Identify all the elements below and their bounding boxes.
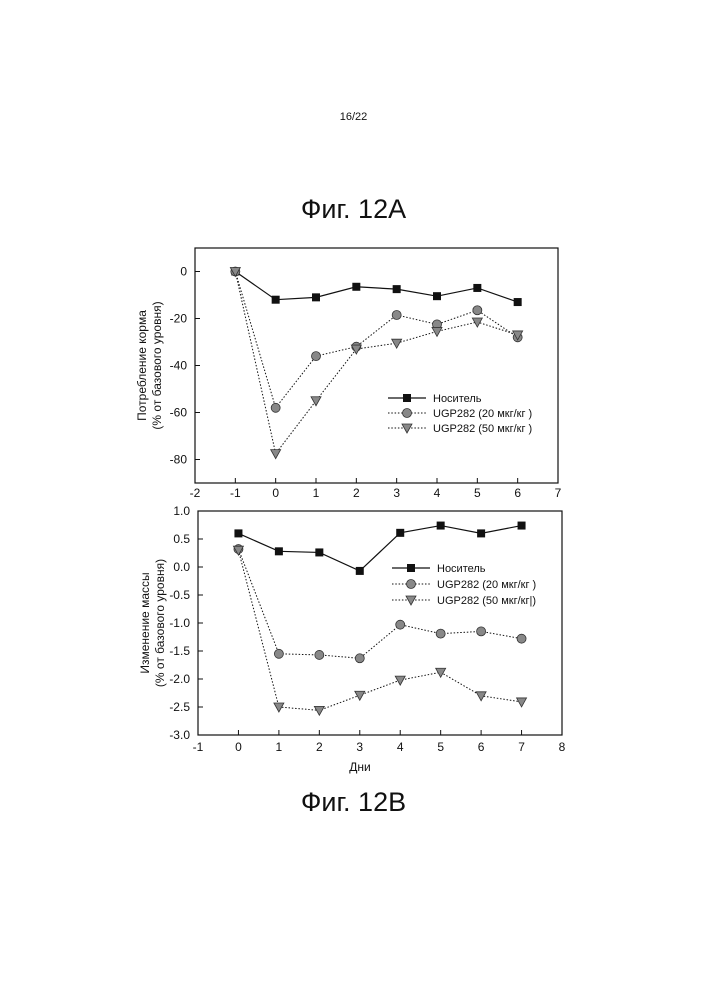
y-tick-label: -40: [170, 359, 188, 373]
legend-marker: [403, 409, 412, 418]
x-tick-label: 8: [559, 740, 566, 754]
x-tick-label: 7: [555, 486, 562, 500]
x-tick-label: 4: [397, 740, 404, 754]
y-tick-label: -20: [170, 312, 188, 326]
plot-frame: [198, 511, 562, 735]
y-tick-label: 1.0: [173, 504, 190, 518]
x-tick-label: 1: [276, 740, 283, 754]
y-tick-label: 0.5: [173, 532, 190, 546]
data-point: [271, 450, 281, 459]
data-point: [517, 698, 527, 707]
data-point: [311, 397, 321, 406]
y-axis-label: Потребление корма: [135, 310, 149, 421]
y-tick-label: -60: [170, 406, 188, 420]
legend: Носитель UGP282 (20 мкг/кг ) UGP282 (50 мк…: [392, 563, 536, 607]
data-point: [433, 292, 441, 300]
x-tick-label: 5: [437, 740, 444, 754]
x-tick-label: 1: [313, 486, 320, 500]
data-point: [392, 310, 401, 319]
x-tick-label: 3: [356, 740, 363, 754]
data-point: [396, 529, 404, 537]
data-point: [274, 649, 283, 658]
legend: Носитель UGP282 (20 мкг/кг ) UGP282 (50 мк…: [388, 393, 532, 435]
y-tick-label: -1.5: [169, 644, 190, 658]
x-tick-label: -2: [190, 486, 201, 500]
legend-label: UGP282 (20 мкг/кг ): [437, 579, 536, 591]
data-point: [436, 629, 445, 638]
data-point: [312, 352, 321, 361]
x-tick-label: 6: [478, 740, 485, 754]
series-1: [231, 268, 521, 307]
x-tick-label: -1: [193, 740, 204, 754]
data-point: [352, 283, 360, 291]
chart-a: -2 -1 0 1 2 3 4 5 6 7 0 -20 -40 -60 -80 Потребление кор…: [135, 248, 562, 500]
data-point: [312, 293, 320, 301]
y-tick-label: 0: [180, 265, 187, 279]
legend-marker: [406, 596, 416, 605]
chart-b: -1 0 1 2 3 4 5 6 7 8 1.0 0.5 0.0 -0.5 -1.0 -1.5 -2.0 -2.5…: [138, 504, 566, 774]
legend-label: UGP282 (50 мкг/кг|): [437, 595, 536, 607]
data-point: [314, 706, 324, 715]
legend-label: UGP282 (20 мкг/кг ): [433, 408, 532, 420]
data-point: [315, 548, 323, 556]
data-point: [477, 529, 485, 537]
y-tick-label: -1.0: [169, 616, 190, 630]
data-point: [272, 296, 280, 304]
y-axis-label: (% от базового уровня): [153, 559, 167, 687]
data-point: [396, 620, 405, 629]
legend-label: Носитель: [437, 563, 486, 575]
y-tick-label: 0.0: [173, 560, 190, 574]
data-point: [437, 522, 445, 530]
data-point: [355, 654, 364, 663]
x-axis-label: Дни: [349, 760, 370, 774]
data-point: [393, 285, 401, 293]
legend-marker: [407, 580, 416, 589]
plot-frame: [195, 248, 558, 483]
legend-label: UGP282 (50 мкг/кг ): [433, 423, 532, 435]
data-point: [517, 634, 526, 643]
x-tick-label: -1: [230, 486, 241, 500]
x-tick-label: 7: [518, 740, 525, 754]
legend-marker: [402, 424, 412, 433]
data-point: [477, 627, 486, 636]
data-point: [514, 298, 522, 306]
legend-label: Носитель: [433, 393, 482, 405]
y-axis-label: (% от базового уровня): [150, 301, 164, 429]
data-point: [275, 547, 283, 555]
x-tick-label: 2: [353, 486, 360, 500]
data-point: [355, 691, 365, 700]
legend-marker: [407, 564, 415, 572]
data-point: [518, 522, 526, 530]
x-tick-label: 5: [474, 486, 481, 500]
data-point: [473, 284, 481, 292]
data-point: [356, 567, 364, 575]
data-point: [315, 650, 324, 659]
x-tick-label: 3: [393, 486, 400, 500]
x-tick-label: 0: [235, 740, 242, 754]
y-tick-label: -2.5: [169, 700, 190, 714]
y-tick-label: -80: [170, 453, 188, 467]
data-point: [395, 676, 405, 685]
x-tick-label: 4: [434, 486, 441, 500]
data-point: [473, 306, 482, 315]
data-point: [436, 668, 446, 677]
x-tick-label: 0: [272, 486, 279, 500]
y-tick-label: -0.5: [169, 588, 190, 602]
y-tick-label: -2.0: [169, 672, 190, 686]
y-tick-label: -3.0: [169, 728, 190, 742]
x-tick-label: 2: [316, 740, 323, 754]
data-point: [271, 403, 280, 412]
data-point: [234, 529, 242, 537]
y-axis-label: Изменение массы: [138, 572, 152, 673]
data-point: [432, 327, 442, 336]
legend-marker: [403, 394, 411, 402]
x-tick-label: 6: [514, 486, 521, 500]
data-point: [392, 339, 402, 348]
